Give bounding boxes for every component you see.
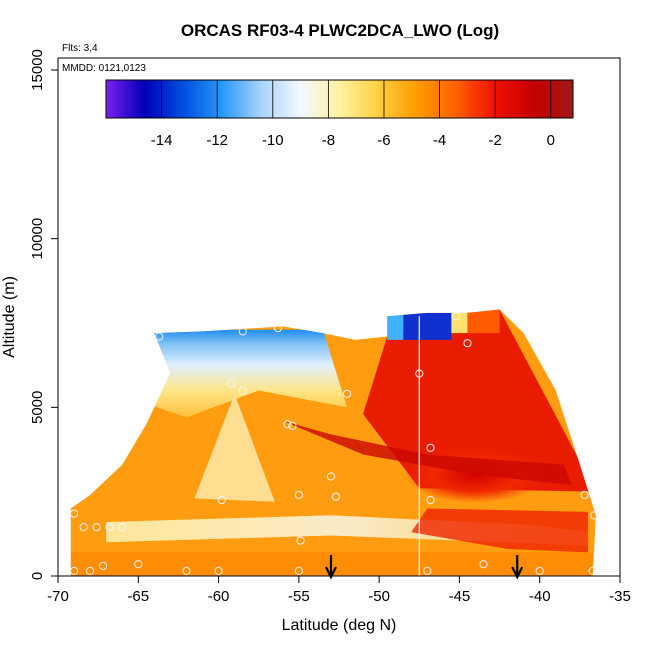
flight-marker	[294, 566, 303, 576]
flight-marker	[273, 324, 283, 333]
y-tick-label: 5000	[29, 391, 46, 424]
colorbar-gradient	[105, 79, 574, 119]
flight-marker	[70, 566, 79, 576]
colorbar-tick-label: 0	[547, 132, 555, 149]
field-upper	[138, 329, 348, 418]
flight-marker	[479, 560, 488, 569]
x-tick-label: -45	[449, 588, 471, 605]
flight-marker	[294, 490, 303, 500]
flight-marker	[326, 472, 336, 481]
x-tick-label: -35	[609, 588, 631, 605]
flight-marker	[105, 523, 114, 532]
x-axis: -70 -65 -60 -55 -50 -45 -40 -35	[47, 576, 631, 605]
y-tick-label: 10000	[29, 218, 46, 260]
flight-marker	[238, 386, 247, 395]
flight-marker	[296, 536, 305, 545]
colorbar: -14 -12 -10 -8 -6 -4 -2 0	[105, 79, 574, 149]
colorbar-tick-label: -4	[433, 132, 446, 149]
colorbar-tick-label: -6	[377, 132, 390, 149]
colorbar-ticks: -14 -12 -10 -8 -6 -4 -2 0	[151, 80, 555, 149]
chart-title: ORCAS RF03-4 PLWC2DCA_LWO (Log)	[181, 21, 499, 40]
y-tick-label: 15000	[29, 49, 46, 91]
dates-annotation: MMDD: 0121,0123	[62, 63, 146, 74]
flight-marker	[214, 566, 223, 576]
colorbar-tick-label: -14	[151, 132, 173, 149]
flight-marker	[79, 523, 88, 532]
flight-marker	[463, 339, 472, 348]
flight-marker	[331, 492, 340, 501]
flight-marker	[92, 523, 101, 532]
field-red-low	[411, 508, 588, 553]
flight-marker	[182, 566, 191, 576]
arrow-marker	[511, 555, 524, 580]
flight-marker	[283, 420, 292, 429]
flight-marker	[426, 496, 435, 505]
x-tick-label: -60	[208, 588, 230, 605]
flight-marker	[415, 369, 424, 378]
flight-marker	[98, 561, 108, 571]
flight-marker	[580, 490, 589, 500]
x-tick-label: -65	[127, 588, 149, 605]
flight-marker	[288, 421, 297, 430]
colorbar-tick-label: -2	[488, 132, 501, 149]
x-axis-label: Latitude (deg N)	[282, 617, 397, 634]
arrow-markers	[324, 555, 524, 580]
flight-track-markers	[70, 312, 599, 576]
y-axis-label: Altitude (m)	[1, 276, 18, 358]
colorbar-tick-label: -8	[322, 132, 335, 149]
field-blue-strip	[403, 312, 452, 340]
field-cyan-strip	[387, 312, 404, 340]
x-tick-label: -50	[368, 588, 390, 605]
y-axis: 0 5000 10000 15000	[29, 49, 58, 580]
arrow-marker	[324, 555, 337, 580]
flight-marker	[155, 332, 164, 341]
y-tick-label: 0	[29, 572, 46, 580]
flight-marker	[118, 523, 127, 532]
flight-marker	[134, 560, 143, 569]
colorbar-tick-label: -12	[206, 132, 228, 149]
flight-marker	[217, 496, 226, 505]
flight-marker	[452, 312, 461, 321]
field-dark-band	[282, 420, 572, 485]
plot-frame	[57, 57, 621, 577]
flight-marker	[238, 327, 247, 336]
flight-marker	[70, 509, 79, 518]
flight-marker	[426, 443, 435, 452]
heatmap-field	[70, 309, 596, 576]
field-orange-strip	[467, 309, 500, 334]
flight-marker	[423, 566, 432, 576]
x-tick-label: -40	[529, 588, 551, 605]
x-tick-label: -70	[47, 588, 69, 605]
flight-marker	[227, 379, 236, 388]
colorbar-tick-label: -10	[262, 132, 284, 149]
x-tick-label: -55	[288, 588, 310, 605]
field-yellow-strip	[451, 312, 468, 334]
flight-marker	[86, 566, 95, 576]
flight-marker	[535, 566, 544, 576]
flight-marker	[590, 511, 599, 520]
flight-marker	[588, 566, 597, 576]
flights-annotation: Flts: 3,4	[62, 43, 98, 54]
field-hot-right	[363, 309, 596, 492]
flight-marker	[342, 389, 352, 398]
field-pale-wedge	[194, 393, 275, 502]
